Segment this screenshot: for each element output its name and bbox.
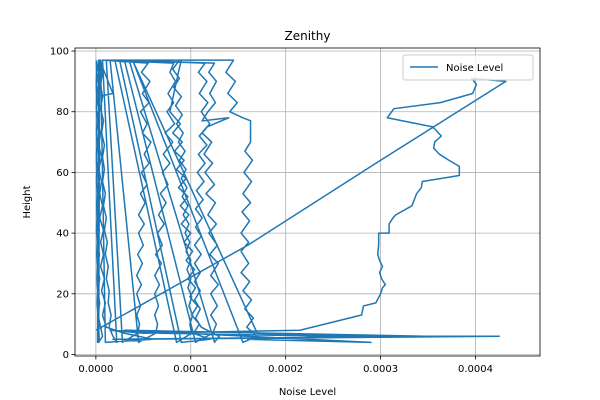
x-axis-label: Noise Level [279, 387, 336, 398]
series-line-noise-level [95, 59, 507, 344]
plot-area [95, 59, 507, 344]
y-tick-label: 20 [56, 289, 69, 300]
x-tick-label: 0.0002 [268, 364, 303, 375]
x-tick-label: 0.0004 [458, 364, 493, 375]
legend-box [402, 54, 534, 81]
y-tick-label: 100 [50, 47, 69, 58]
legend: Noise Level [402, 54, 534, 81]
legend-label-noise-level: Noise Level [446, 63, 503, 74]
x-tick-label: 0.0003 [363, 364, 398, 375]
y-tick-label: 80 [56, 107, 69, 118]
x-axis: 0.0000 0.0001 0.0002 0.0003 0.0004 [78, 356, 493, 375]
y-tick-label: 40 [56, 229, 69, 240]
x-tick-label: 0.0000 [78, 364, 113, 375]
y-axis: 0 20 40 60 80 100 [50, 47, 75, 361]
y-tick-label: 60 [56, 168, 69, 179]
chart-title: Zenithy [285, 29, 331, 43]
x-tick-label: 0.0001 [173, 364, 208, 375]
y-tick-label: 0 [63, 350, 69, 361]
y-axis-label: Height [22, 185, 33, 218]
plot-frame [74, 47, 541, 357]
